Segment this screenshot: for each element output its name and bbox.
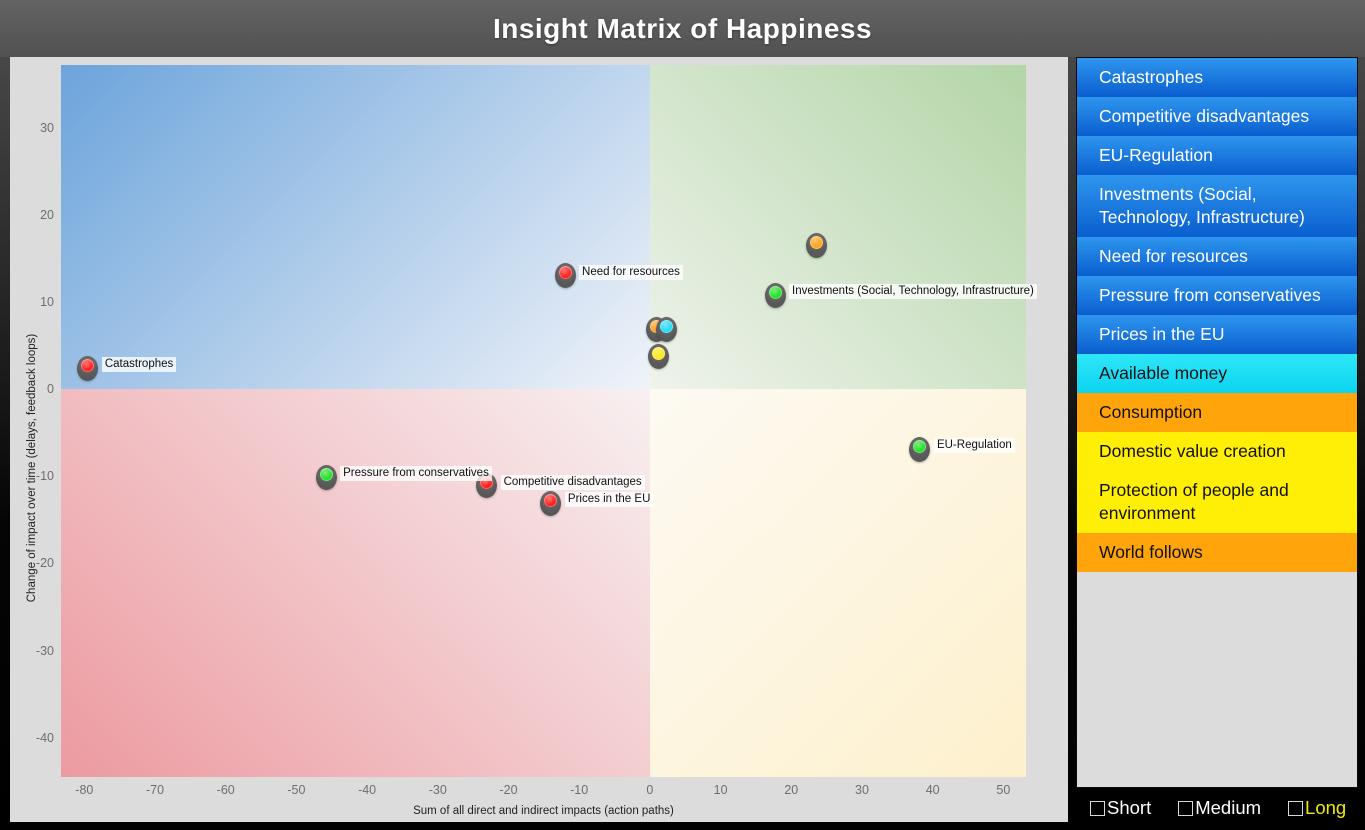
data-point-catastrophes[interactable] [77, 355, 99, 381]
data-point-ffa318[interactable] [805, 232, 827, 258]
sidebar-item-competitive-disadvantages[interactable]: Competitive disadvantages [1077, 97, 1357, 136]
point-dot [913, 439, 927, 453]
sidebar-item-prices-in-the-eu[interactable]: Prices in the EU [1077, 315, 1357, 354]
checkbox-short[interactable] [1090, 800, 1105, 816]
point-dot [651, 346, 665, 360]
x-tick-label: -10 [570, 783, 589, 797]
y-tick-label: -30 [35, 643, 54, 658]
x-tick-label: -20 [499, 783, 518, 797]
sidebar-item-need-for-resources[interactable]: Need for resources [1077, 237, 1357, 276]
quadrant-bottom-right [649, 389, 1026, 777]
point-dot [659, 320, 673, 334]
point-label-need-for-resources: Need for resources [579, 264, 683, 280]
x-tick-label: -30 [428, 783, 447, 797]
checkbox-long[interactable] [1288, 800, 1304, 816]
x-tick-label: -40 [358, 783, 377, 797]
point-label-eu-regulation: EU-Regulation [933, 438, 1015, 454]
chart-panel: Catastrophes Need for resources Investment… [10, 57, 1068, 822]
y-tick-label: 30 [40, 120, 54, 135]
y-axis-title: Change of impact over time (delays, feed… [26, 333, 38, 603]
point-dot [544, 493, 558, 507]
filter-label: Short [1107, 797, 1152, 818]
sidebar-item-catastrophes[interactable]: Catastrophes [1077, 58, 1357, 97]
page-title: Insight Matrix of Happiness [492, 12, 873, 44]
y-tick-label: 0 [47, 382, 54, 397]
quadrant-top-left [61, 65, 650, 390]
filter-long[interactable]: Long [1288, 797, 1346, 819]
data-point-eu-regulation[interactable] [909, 436, 931, 462]
data-point-prices-in-the-eu[interactable] [540, 490, 562, 516]
x-tick-label: -50 [287, 783, 306, 797]
point-label-prices-in-the-eu: Prices in the EU [564, 492, 654, 508]
point-dot [809, 235, 823, 249]
point-dot [81, 358, 95, 372]
y-tick-label: 20 [40, 207, 54, 222]
data-point-pressure-from-conservatives[interactable] [315, 464, 337, 490]
point-dot [558, 266, 572, 280]
point-dot [319, 467, 333, 481]
sidebar-item-eu-regulation[interactable]: EU-Regulation [1077, 136, 1357, 175]
title-bar: Insight Matrix of Happiness [0, 0, 1365, 57]
sidebar-item-domestic-value-creation[interactable]: Domestic value creation [1077, 432, 1357, 471]
y-tick-label: 10 [40, 295, 54, 310]
quadrant-top-right [649, 65, 1026, 390]
y-tick-label: -10 [35, 469, 54, 484]
point-label-investments-social-technology-infrastructure: Investments (Social, Technology, Infrast… [789, 284, 1037, 300]
sidebar-item-investments-social-technology-infrastructure[interactable]: Investments (Social, Technology, Infrast… [1077, 175, 1357, 237]
point-label-pressure-from-conservatives: Pressure from conservatives [340, 466, 492, 482]
x-tick-label: 20 [784, 783, 799, 797]
sidebar-item-consumption[interactable]: Consumption [1077, 393, 1357, 432]
x-axis-title: Sum of all direct and indirect impacts (… [413, 805, 674, 817]
sidebar-item-pressure-from-conservatives[interactable]: Pressure from conservatives [1077, 276, 1357, 315]
point-label-catastrophes: Catastrophes [101, 357, 177, 373]
x-tick-label: -70 [145, 783, 165, 797]
filter-short[interactable]: Short [1090, 797, 1151, 819]
duration-filters: Short Medium Long [1077, 795, 1359, 821]
data-point-investments-social-technology-infrastructure[interactable] [764, 282, 786, 308]
sidebar-item-world-follows[interactable]: World follows [1077, 533, 1357, 572]
checkbox-medium[interactable] [1178, 800, 1194, 816]
filter-medium[interactable]: Medium [1178, 797, 1261, 819]
quadrant-bottom-left [61, 389, 650, 777]
scatter-plot: Catastrophes Need for resources Investment… [61, 65, 1037, 777]
x-tick-label: 10 [713, 783, 728, 797]
x-tick-label: 30 [855, 783, 869, 797]
data-point-24d9f8[interactable] [655, 317, 677, 343]
data-point-ffe818[interactable] [647, 343, 669, 369]
x-tick-label: -80 [75, 783, 94, 797]
point-label-competitive-disadvantages: Competitive disadvantages [500, 474, 645, 490]
data-point-need-for-resources[interactable] [554, 263, 576, 289]
point-dot [768, 285, 782, 299]
y-tick-label: -20 [35, 556, 54, 571]
filter-label: Medium [1195, 797, 1262, 818]
sidebar: Catastrophes Competitive disadvantages EU-… [1076, 57, 1358, 788]
sidebar-item-protection-of-people-and-environment[interactable]: Protection of people and environment [1077, 471, 1357, 533]
x-tick-label: 0 [646, 783, 654, 797]
x-tick-label: -60 [216, 783, 235, 797]
x-tick-label: 40 [925, 783, 940, 797]
filter-label: Long [1305, 797, 1347, 818]
y-tick-label: -40 [35, 730, 54, 745]
x-tick-label: 50 [996, 783, 1011, 797]
sidebar-item-available-money[interactable]: Available money [1077, 354, 1357, 393]
